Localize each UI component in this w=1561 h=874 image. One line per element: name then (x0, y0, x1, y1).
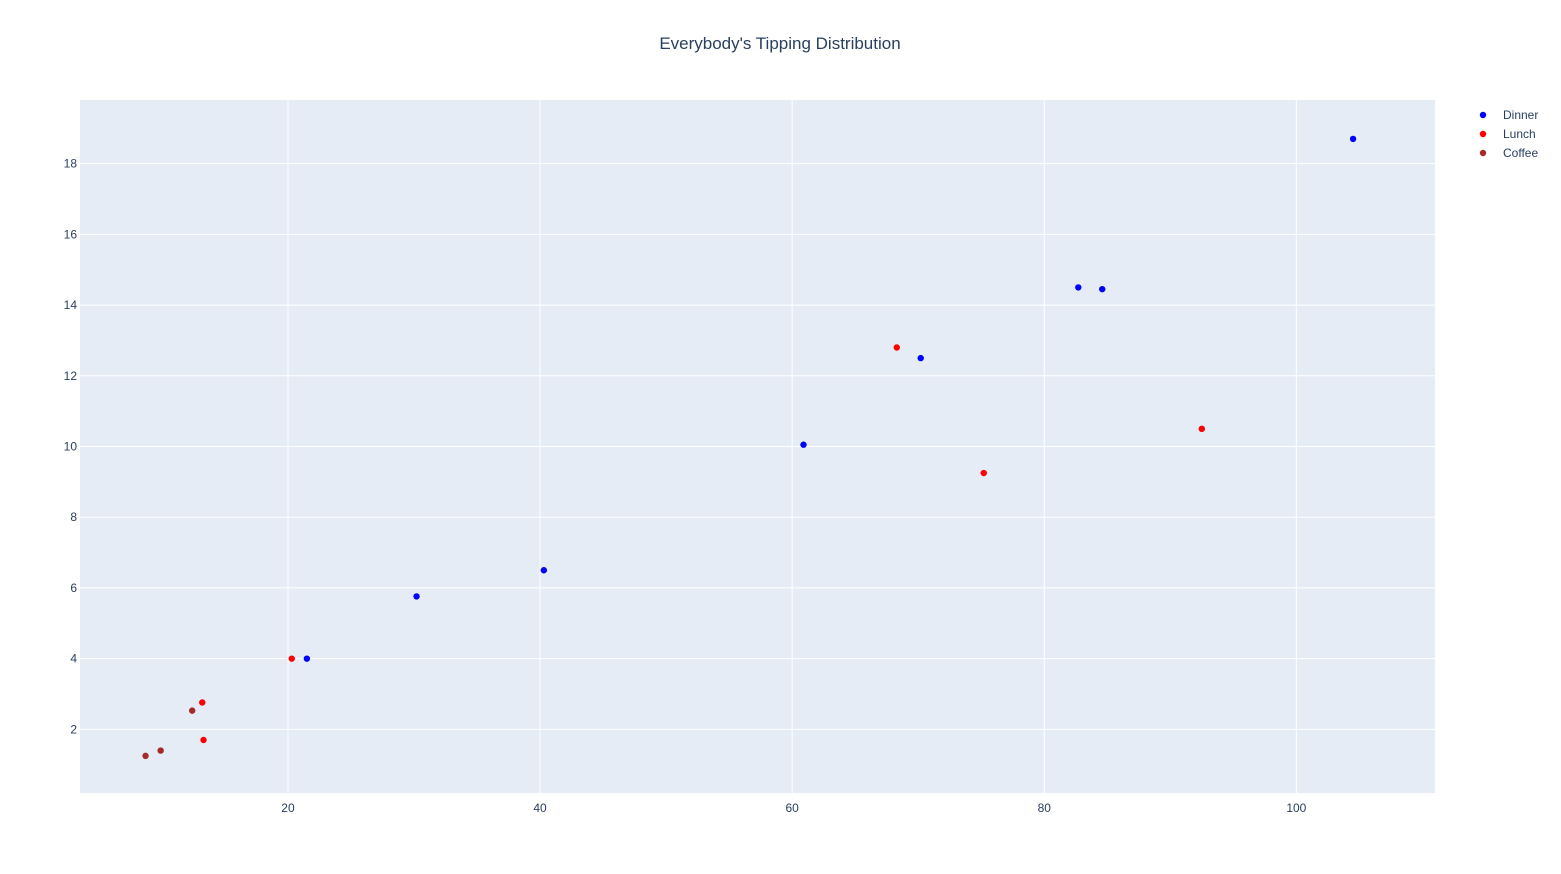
y-tick-label: 16 (64, 227, 78, 241)
x-tick-label: 60 (785, 801, 799, 815)
series-dinner (303, 135, 1357, 662)
series-coffee (142, 707, 196, 760)
data-point[interactable] (199, 699, 206, 706)
data-point[interactable] (288, 655, 295, 662)
data-point[interactable] (200, 736, 207, 744)
data-point[interactable] (1349, 135, 1357, 143)
chart-title: Everybody's Tipping Distribution (659, 34, 900, 53)
y-tick-label: 4 (70, 652, 77, 666)
legend-label: Coffee (1503, 146, 1538, 160)
legend-marker (1479, 111, 1487, 119)
x-tick-label: 20 (281, 801, 295, 815)
legend-marker (1479, 130, 1487, 138)
y-tick-label: 18 (64, 157, 78, 171)
data-point[interactable] (540, 567, 548, 574)
legend-label: Dinner (1503, 108, 1538, 122)
data-point[interactable] (413, 593, 420, 600)
data-point[interactable] (188, 707, 196, 714)
series-lunch (199, 344, 1206, 744)
data-point[interactable] (303, 655, 311, 662)
legend-item-lunch[interactable]: Lunch (1479, 127, 1536, 141)
y-tick-label: 2 (70, 722, 77, 736)
data-point[interactable] (1099, 285, 1106, 293)
data-point[interactable] (142, 752, 149, 760)
data-point[interactable] (917, 354, 924, 362)
axis-ticks: 20 40 60 80 100 2 4 6 8 10 12 14 16 18 (64, 157, 1307, 815)
x-tick-label: 80 (1038, 801, 1052, 815)
legend-marker (1479, 149, 1487, 157)
x-tick-label: 100 (1286, 801, 1306, 815)
legend-item-dinner[interactable]: Dinner (1479, 108, 1539, 122)
grid-lines (80, 100, 1435, 793)
data-point[interactable] (800, 441, 807, 448)
data-point[interactable] (980, 469, 987, 477)
data-point[interactable] (1075, 284, 1082, 291)
y-tick-label: 8 (70, 510, 77, 524)
x-tick-label: 40 (533, 801, 547, 815)
y-tick-label: 6 (70, 581, 77, 595)
data-point[interactable] (157, 747, 164, 754)
y-tick-label: 12 (64, 369, 78, 383)
data-point[interactable] (1198, 425, 1206, 433)
data-markers (142, 135, 1357, 760)
y-tick-label: 14 (64, 298, 78, 312)
legend-label: Lunch (1503, 127, 1536, 141)
data-point[interactable] (893, 344, 900, 351)
legend-item-coffee[interactable]: Coffee (1479, 146, 1539, 160)
y-tick-label: 10 (64, 440, 78, 454)
legend[interactable]: Dinner Lunch Coffee (1479, 108, 1539, 160)
